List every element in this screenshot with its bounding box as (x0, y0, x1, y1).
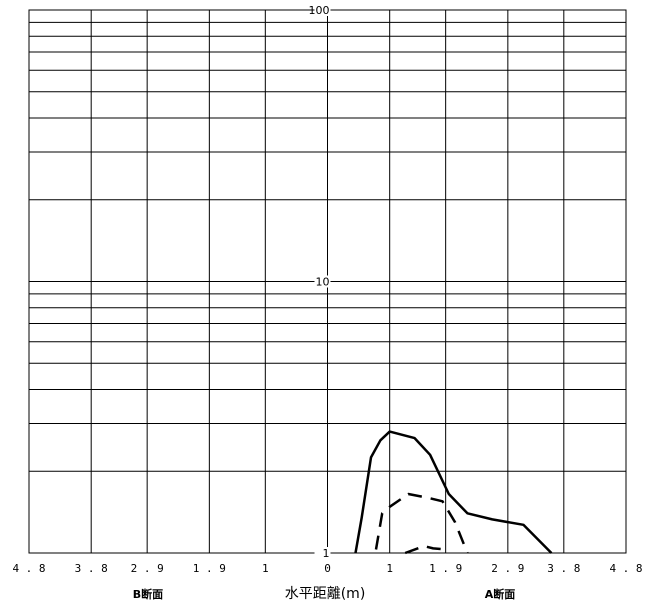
series-line-3 (404, 544, 446, 555)
y-tick-label: 100 (309, 4, 330, 17)
x-tick-label: 4 . 8 (12, 562, 45, 575)
x-tick-label: 1 (262, 562, 269, 575)
x-tick-label: 1 . 9 (193, 562, 226, 575)
x-tick-label: 4 . 8 (609, 562, 642, 575)
series-line-1 (354, 430, 553, 554)
y-tick-label-bg (314, 275, 331, 288)
y-tick-labels: 1 10 100 (309, 4, 331, 560)
grid (28, 9, 627, 554)
x-tick-labels: 4 . 8 3 . 8 2 . 9 1 . 9 1 0 1 1 . 9 2 . 9 3 . 8 4 … (12, 562, 642, 575)
x-axis-label: 水平距離(m) (285, 585, 366, 602)
y-tick-label-bg (314, 4, 331, 16)
x-tick-label: 1 (386, 562, 393, 575)
y-tick-label-bg (314, 547, 331, 559)
x-tick-label: 2 . 9 (491, 562, 524, 575)
series-line-2 (374, 492, 469, 554)
section-label-right: A断面 (485, 587, 516, 601)
x-tick-label: 3 . 8 (547, 562, 580, 575)
y-tick-label: 1 (323, 547, 330, 560)
x-tick-label: 2 . 9 (131, 562, 164, 575)
x-tick-label: 1 . 9 (429, 562, 462, 575)
x-tick-label: 3 . 8 (75, 562, 108, 575)
x-tick-label: 0 (324, 562, 331, 575)
section-label-left: B断面 (133, 587, 163, 601)
series-group (354, 430, 553, 555)
y-tick-label: 10 (316, 276, 330, 289)
